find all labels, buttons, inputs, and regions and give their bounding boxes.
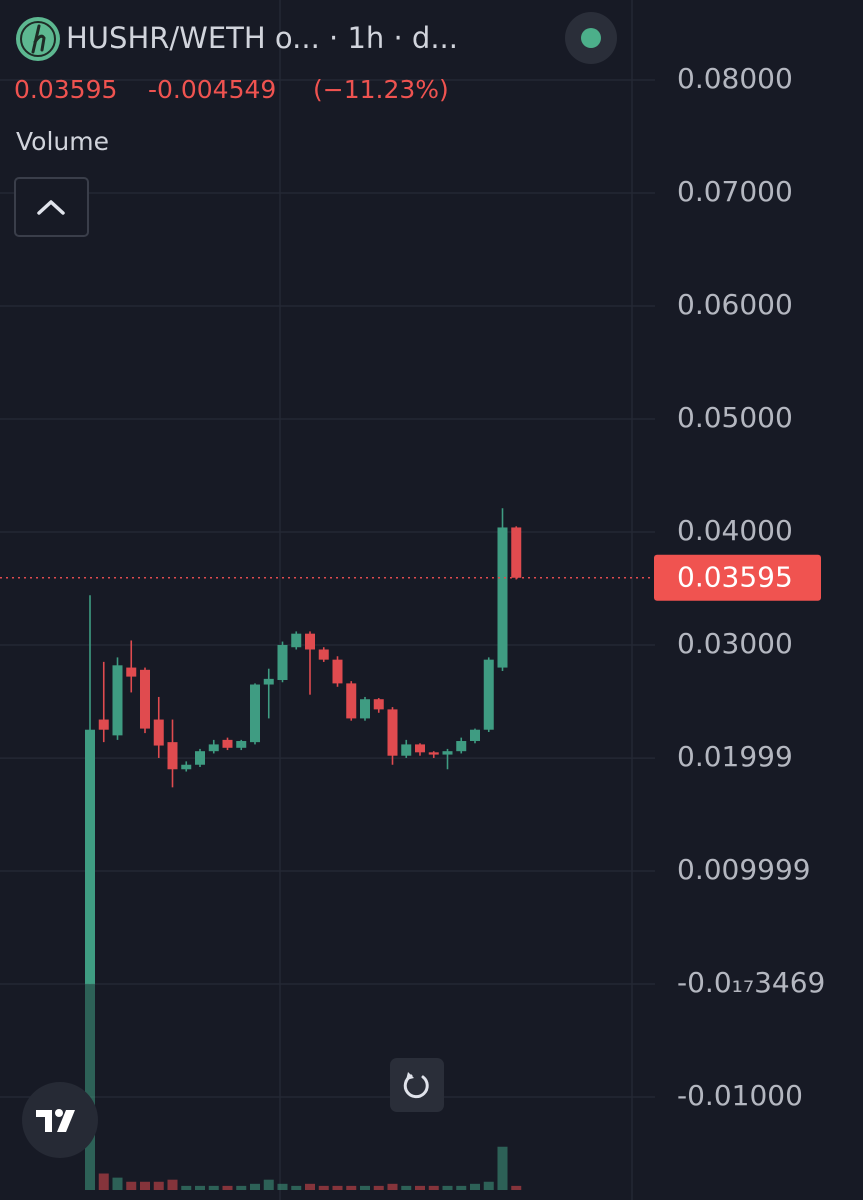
chevron-up-icon bbox=[37, 200, 65, 215]
candle-body bbox=[401, 744, 412, 756]
candle-body bbox=[85, 729, 95, 984]
candle-body bbox=[222, 739, 233, 748]
volume-bar bbox=[428, 1185, 439, 1190]
volume-bar bbox=[456, 1185, 467, 1190]
candle-body bbox=[277, 644, 288, 680]
candle-body bbox=[291, 633, 302, 648]
candles bbox=[0, 508, 655, 984]
candle-body bbox=[208, 744, 219, 752]
volume-bar bbox=[263, 1179, 274, 1190]
volume-bar bbox=[332, 1185, 343, 1190]
tv-logo bbox=[22, 1082, 98, 1158]
candle-body bbox=[126, 667, 137, 677]
volume-bar bbox=[497, 1146, 508, 1190]
candle-body bbox=[511, 527, 522, 578]
token-logo-glyph bbox=[31, 24, 46, 54]
candle-body bbox=[470, 729, 480, 742]
last-price-badge-label: 0.03595 bbox=[677, 561, 793, 594]
y-tick-label: 0.05000 bbox=[677, 401, 793, 434]
grid bbox=[0, 79, 655, 1098]
volume-bar bbox=[291, 1185, 302, 1190]
volume-bar bbox=[236, 1185, 247, 1190]
candle-body bbox=[153, 719, 164, 746]
y-tick-label: -0.0₁₇3469 bbox=[677, 966, 825, 999]
volume-label: Volume bbox=[16, 127, 109, 156]
volume-bar bbox=[126, 1181, 137, 1190]
volume-bar bbox=[346, 1185, 357, 1190]
reset-icon bbox=[403, 1074, 429, 1099]
candle-body bbox=[112, 665, 123, 736]
volume-bar bbox=[442, 1185, 453, 1190]
candle-body bbox=[387, 709, 398, 756]
candle-body bbox=[483, 659, 494, 730]
volume-bar bbox=[415, 1185, 425, 1190]
tv-logo-t bbox=[36, 1110, 52, 1132]
volume-bar bbox=[98, 1173, 109, 1190]
candle-body bbox=[181, 764, 192, 770]
volume-bar bbox=[112, 1177, 123, 1190]
volume-bar bbox=[208, 1185, 219, 1190]
candle-body bbox=[98, 719, 109, 730]
volume-bar bbox=[305, 1183, 315, 1190]
candle-body bbox=[250, 684, 260, 743]
volume-bar bbox=[373, 1185, 384, 1190]
price-change-percent: (−11.23%) bbox=[313, 75, 449, 104]
tv-logo-dot bbox=[55, 1109, 63, 1117]
status-dot bbox=[581, 28, 601, 48]
price-change: -0.004549 bbox=[148, 75, 276, 104]
volume-bar bbox=[401, 1185, 412, 1190]
pair-title: HUSHR/WETH o... · 1h · d... bbox=[66, 21, 458, 55]
reset-icon-arrow bbox=[406, 1072, 414, 1080]
volume-bar bbox=[222, 1185, 233, 1190]
candle-body bbox=[305, 633, 315, 650]
price-axis: 0.08000 0.07000 0.06000 0.05000 0.04000 0.030… bbox=[654, 62, 825, 1112]
candle-body bbox=[442, 751, 453, 755]
candle-body bbox=[332, 659, 343, 684]
volume-bar bbox=[387, 1183, 398, 1190]
candle-body bbox=[167, 742, 178, 770]
candle-body bbox=[236, 741, 247, 748]
collapse-button[interactable] bbox=[14, 177, 89, 237]
candle-body bbox=[456, 741, 467, 752]
tv-logo-v bbox=[57, 1110, 75, 1132]
y-tick-label: 0.01999 bbox=[677, 740, 793, 773]
y-tick-label: -0.01000 bbox=[677, 1079, 803, 1112]
volume-bar bbox=[195, 1185, 205, 1190]
volume-bar bbox=[250, 1183, 260, 1190]
candle-body bbox=[346, 683, 357, 719]
y-tick-label: 0.04000 bbox=[677, 514, 793, 547]
y-tick-label: 0.08000 bbox=[677, 62, 793, 95]
volume-bar bbox=[277, 1183, 288, 1190]
candle-body bbox=[140, 669, 150, 729]
y-tick-label: 0.07000 bbox=[677, 175, 793, 208]
volume-bar bbox=[483, 1181, 494, 1190]
candle-body bbox=[497, 527, 508, 668]
y-tick-label: 0.03000 bbox=[677, 627, 793, 660]
y-tick-label: 0.06000 bbox=[677, 288, 793, 321]
volume-bar bbox=[511, 1185, 522, 1190]
candle-body bbox=[263, 678, 274, 685]
candle-body bbox=[195, 751, 205, 765]
volume-bar bbox=[318, 1185, 329, 1190]
candle-body bbox=[415, 744, 425, 753]
volume-bar bbox=[360, 1185, 370, 1190]
last-price-badge bbox=[654, 554, 821, 601]
last-price: 0.03595 bbox=[14, 75, 117, 104]
candle-body bbox=[373, 699, 384, 710]
volume-bars bbox=[85, 984, 522, 1190]
volume-bar bbox=[153, 1181, 164, 1190]
volume-bar bbox=[167, 1179, 178, 1190]
candle-body bbox=[318, 649, 329, 660]
token-logo-ring bbox=[20, 21, 56, 57]
volume-bar bbox=[470, 1183, 480, 1190]
reset-button[interactable] bbox=[390, 1058, 444, 1112]
y-tick-label: 0.009999 bbox=[677, 853, 811, 886]
volume-bar bbox=[140, 1181, 150, 1190]
candle-body bbox=[428, 752, 439, 755]
candle-body bbox=[360, 699, 370, 719]
volume-bar bbox=[85, 984, 95, 1190]
volume-bar bbox=[181, 1185, 192, 1190]
